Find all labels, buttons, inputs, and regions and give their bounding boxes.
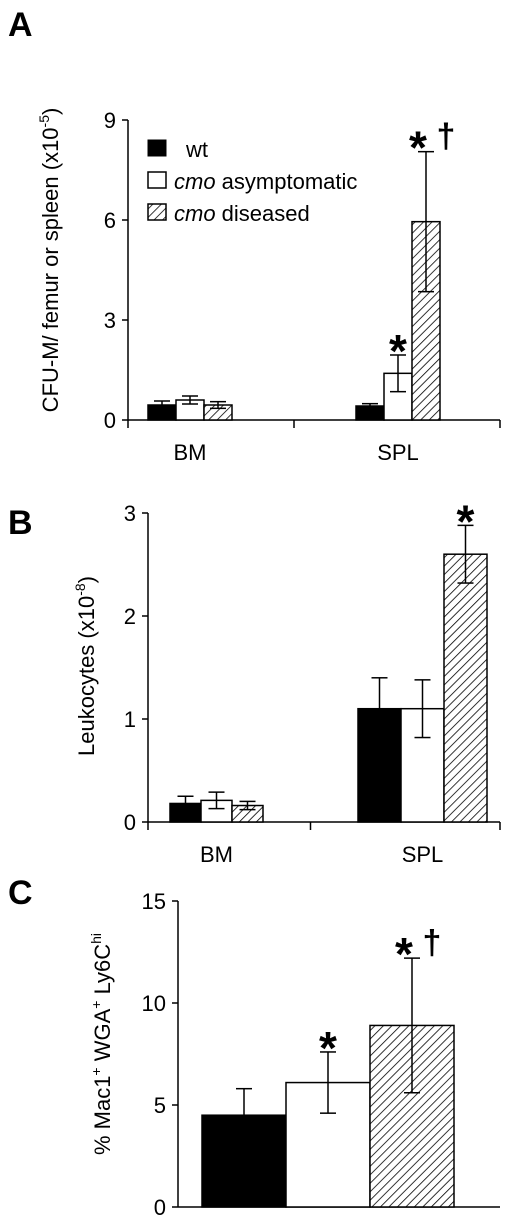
significance-star: * [395,928,413,980]
bar [443,553,488,823]
y-tick-label: 5 [154,1093,166,1118]
significance-dagger: † [423,924,442,962]
legend-label-diseased: cmo diseased [174,201,310,226]
y-axis-label-a: CFU-M/ femur or spleen (x10-5) [36,108,63,413]
bar [411,220,441,421]
panel-letter-b: B [8,504,33,542]
panel-a: A 0 3 6 9 BM SPL * * † CFU-M/ femur or spleen (x… [8,6,501,465]
significance-star: * [389,325,407,377]
y-tick-label: 10 [142,991,166,1016]
y-tick-label: 3 [124,501,136,526]
legend-label-asymptomatic: cmo asymptomatic [174,169,357,194]
y-tick-label: 9 [104,108,116,133]
panel-c-marks: 0 5 10 15 * * † [142,889,500,1220]
y-axis-label-c: % Mac1+ WGA+ Ly6Chi [88,933,115,1155]
category-label: SPL [377,440,419,465]
error-bar [154,400,170,410]
category-label: BM [200,842,233,867]
panel-b: B 0 1 2 3 BM SPL * Leukocytes (x10-8) [8,495,501,867]
significance-star: * [319,1022,337,1074]
error-bar [457,524,474,584]
y-tick-label: 6 [104,208,116,233]
error-bar [362,402,378,410]
panel-c: C 0 5 10 15 * * † % Mac1+ WGA+ Ly6Chi [8,874,500,1220]
significance-star: * [457,495,475,547]
category-label: BM [174,440,207,465]
error-bar [210,400,226,410]
significance-dagger: † [437,118,456,156]
y-tick-label: 1 [124,707,136,732]
y-tick-label: 15 [142,889,166,914]
panel-letter-a: A [8,6,33,44]
legend-swatch-diseased [147,203,167,221]
y-tick-label: 0 [124,810,136,835]
y-tick-label: 0 [154,1195,166,1220]
error-bar [239,800,256,811]
error-bar [418,150,434,293]
error-bar [320,1051,336,1114]
error-bar [236,1087,252,1143]
error-bar [404,957,420,1094]
error-bar [208,791,225,810]
y-tick-label: 3 [104,308,116,333]
error-bar [371,677,388,741]
panel-letter-c: C [8,874,33,912]
panel-b-marks: 0 1 2 3 BM SPL * [124,495,501,867]
significance-star: * [409,122,427,174]
y-axis-label-b: Leukocytes (x10-8) [72,576,99,756]
legend-swatch-asymptomatic [147,171,167,189]
panel-a-marks: 0 3 6 9 BM SPL * * † [104,108,501,465]
legend-label-wt: wt [185,137,208,162]
error-bar [177,795,194,812]
error-bar [182,395,198,405]
category-label: SPL [402,842,444,867]
legend-swatch-wt [147,139,167,157]
error-bar [414,679,431,739]
error-bar [390,354,406,393]
y-tick-label: 2 [124,604,136,629]
y-tick-label: 0 [104,408,116,433]
legend: wt cmo asymptomatic cmo diseased [147,137,357,226]
